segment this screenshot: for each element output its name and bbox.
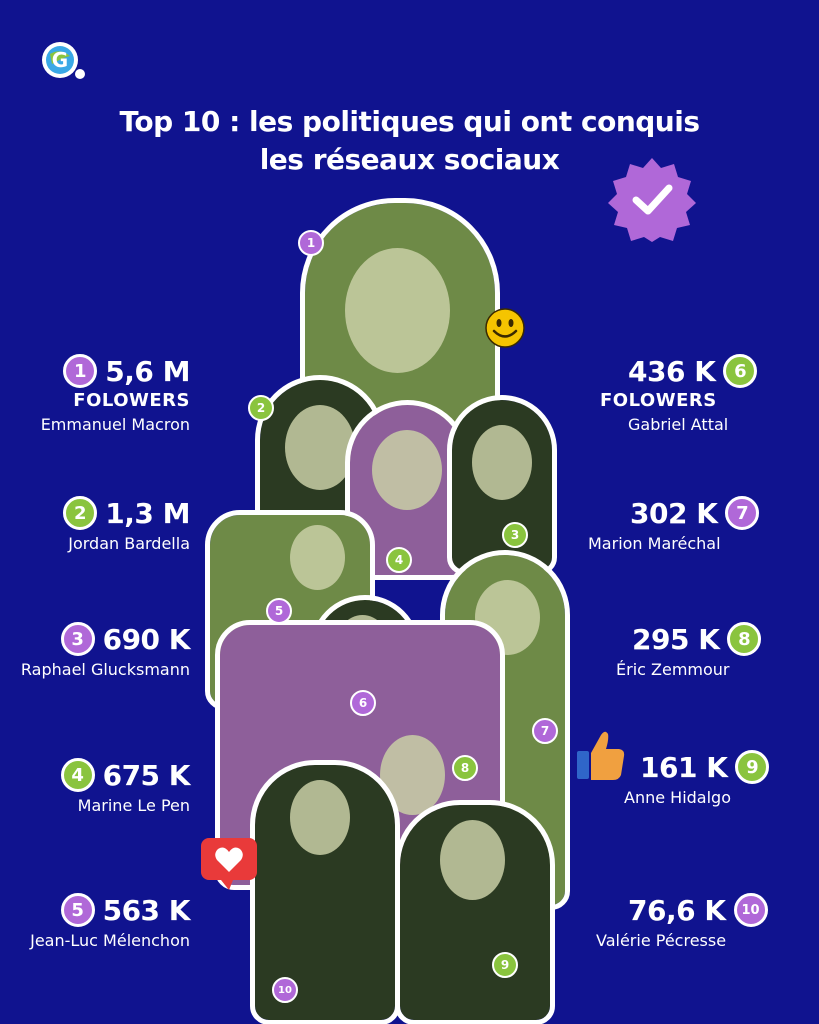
smiley-icon (485, 308, 525, 348)
followers-count: 5,6 M (105, 354, 190, 388)
photo-number-8: 8 (452, 755, 478, 781)
followers-count: 690 K (102, 622, 191, 656)
title-line-2: les réseaux sociaux (259, 143, 560, 176)
politicians-collage: 1 2 3 4 5 6 7 8 9 10 (190, 195, 670, 1024)
followers-count: 1,3 M (105, 496, 190, 530)
g-logo-icon: G (42, 42, 85, 79)
followers-count: 76,6 K (628, 893, 726, 927)
verified-badge-icon (608, 158, 696, 242)
photo-number-5: 5 (266, 598, 292, 624)
stat-rank-10: 76,6 K 10 Valérie Pécresse (596, 893, 768, 950)
politician-name: Valérie Pécresse (596, 931, 727, 950)
rank-badge: 8 (727, 622, 762, 656)
stat-rank-3: 3 690 K Raphael Glucksmann (20, 622, 191, 679)
stat-rank-4: 4 675 K Marine Le Pen (60, 758, 191, 815)
stat-rank-7: 302 K 7 Marion Maréchal (588, 496, 760, 553)
rank-badge: 1 (63, 354, 98, 388)
followers-count: 675 K (102, 758, 191, 792)
stat-rank-6: 436 K 6 FOLOWERS Gabriel Attal (600, 354, 758, 434)
photo-number-1: 1 (298, 230, 324, 256)
photo-number-2: 2 (248, 395, 274, 421)
photo-number-10: 10 (272, 977, 298, 1003)
photo-number-3: 3 (502, 522, 528, 548)
followers-count: 295 K (632, 622, 720, 656)
rank-badge: 7 (725, 496, 760, 530)
rank-badge: 6 (723, 354, 758, 388)
photo-hidalgo (395, 800, 555, 1024)
followers-count: 161 K (640, 750, 728, 784)
photo-number-4: 4 (386, 547, 412, 573)
photo-number-7: 7 (532, 718, 558, 744)
politician-name: Emmanuel Macron (40, 415, 190, 434)
followers-count: 563 K (102, 893, 191, 927)
stat-rank-5: 5 563 K Jean-Luc Mélenchon (30, 893, 191, 950)
heart-icon (201, 838, 257, 890)
photo-number-6: 6 (350, 690, 376, 716)
stat-rank-8: 295 K 8 Éric Zemmour (616, 622, 762, 679)
rank-badge: 9 (735, 750, 770, 784)
followers-label: FOLOWERS (600, 390, 717, 411)
photo-number-9: 9 (492, 952, 518, 978)
rank-badge: 2 (63, 496, 98, 530)
photo-glucksmann (447, 395, 557, 575)
rank-badge: 5 (60, 893, 95, 927)
page-title: Top 10 : les politiques qui ont conquis … (0, 103, 819, 179)
politician-name: Marine Le Pen (77, 796, 190, 815)
svg-text:G: G (52, 48, 68, 72)
stat-rank-9: 161 K 9 Anne Hidalgo (624, 750, 770, 807)
politician-name: Jordan Bardella (68, 534, 190, 553)
politician-name: Marion Maréchal (588, 534, 721, 553)
politician-name: Éric Zemmour (616, 660, 730, 679)
politician-name: Jean-Luc Mélenchon (30, 931, 190, 950)
thumbs-up-icon (577, 731, 625, 780)
followers-label: FOLOWERS (73, 390, 190, 411)
followers-count: 302 K (630, 496, 718, 530)
followers-count: 436 K (628, 354, 716, 388)
politician-name: Gabriel Attal (628, 415, 729, 434)
rank-badge: 10 (733, 893, 768, 927)
rank-badge: 4 (60, 758, 95, 792)
politician-name: Raphael Glucksmann (20, 660, 190, 679)
rank-badge: 3 (60, 622, 95, 656)
stat-rank-1: 1 5,6 M FOLOWERS Emmanuel Macron (41, 354, 190, 434)
politician-name: Anne Hidalgo (624, 788, 731, 807)
title-line-1: Top 10 : les politiques qui ont conquis (119, 105, 700, 138)
stat-rank-2: 2 1,3 M Jordan Bardella (63, 496, 190, 553)
